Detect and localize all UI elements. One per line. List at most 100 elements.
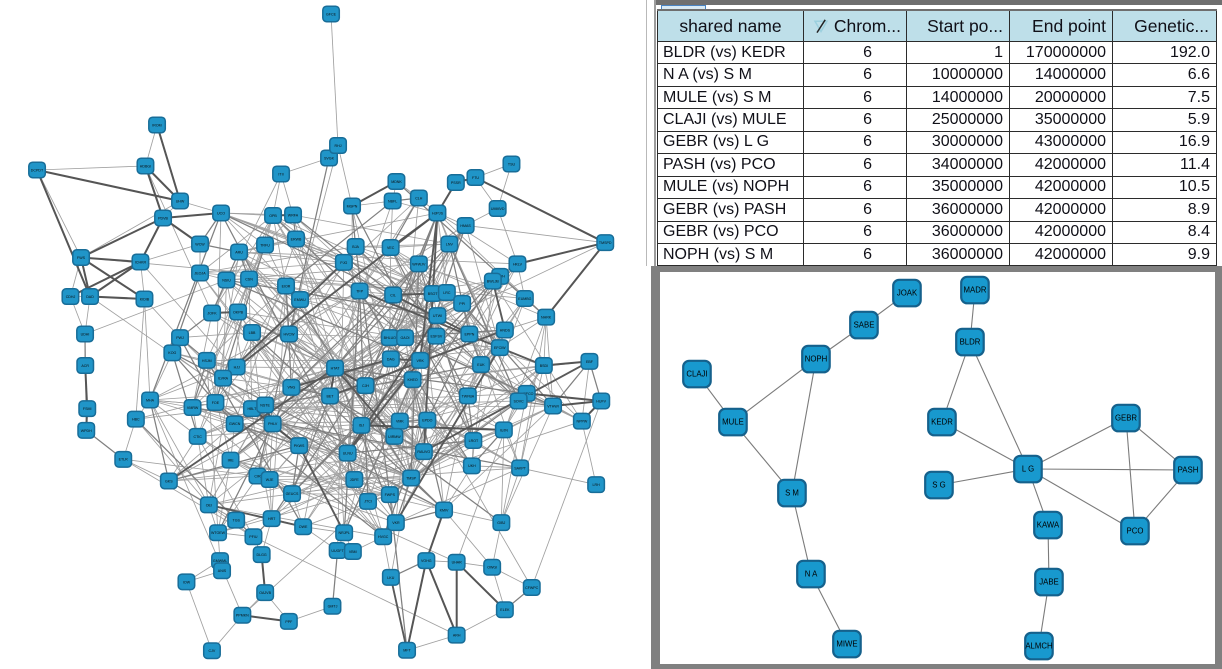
svg-text:MADR: MADR xyxy=(964,286,987,295)
svg-text:GEBR: GEBR xyxy=(1115,414,1137,423)
svg-text:FWS: FWS xyxy=(77,256,86,260)
svg-text:HMAS: HMAS xyxy=(460,224,471,228)
svg-text:BWLJB: BWLJB xyxy=(487,280,500,284)
svg-text:EUK: EUK xyxy=(477,363,485,367)
svg-text:HJPJS: HJPJS xyxy=(432,211,444,215)
svg-text:PCO: PCO xyxy=(1127,527,1144,536)
svg-text:VEC: VEC xyxy=(387,246,395,250)
svg-text:ANIS: ANIS xyxy=(218,569,227,573)
svg-text:PWJ: PWJ xyxy=(176,336,184,340)
svg-text:CIL: CIL xyxy=(390,293,396,297)
svg-text:HTAT: HTAT xyxy=(331,366,341,370)
svg-text:ISJ: ISJ xyxy=(359,424,364,428)
svg-text:HVCW: HVCW xyxy=(284,332,296,336)
svg-text:WPDH: WPDH xyxy=(81,429,92,433)
svg-text:BET: BET xyxy=(327,394,335,398)
svg-text:OWE: OWE xyxy=(299,525,308,529)
svg-text:MHA: MHA xyxy=(146,398,155,402)
svg-text:HBLT: HBLT xyxy=(247,407,257,411)
svg-text:OEI: OEI xyxy=(206,503,212,507)
svg-text:DLGG: DLGG xyxy=(257,553,267,557)
svg-text:EBF: EBF xyxy=(586,360,594,364)
svg-text:WRFA: WRFA xyxy=(288,213,299,217)
svg-text:KHEO: KHEO xyxy=(408,378,418,382)
svg-text:JOAK: JOAK xyxy=(897,289,918,298)
svg-text:ETLR: ETLR xyxy=(119,458,129,462)
svg-text:GMTJ: GMTJ xyxy=(328,605,338,609)
svg-text:EFCIW: EFCIW xyxy=(494,346,506,350)
svg-text:LROT: LROT xyxy=(469,439,479,443)
svg-text:LNV: LNV xyxy=(446,242,454,246)
svg-text:JOFK: JOFK xyxy=(207,311,217,315)
svg-text:FWPS: FWPS xyxy=(385,493,396,497)
svg-text:NPPW: NPPW xyxy=(577,420,588,424)
svg-text:VKR: VKR xyxy=(392,521,400,525)
svg-text:CSN: CSN xyxy=(245,277,253,281)
svg-text:EIOR: EIOR xyxy=(282,284,291,288)
svg-text:VBM: VBM xyxy=(349,550,357,554)
svg-text:HVGC: HVGC xyxy=(378,535,389,539)
svg-text:PPI: PPI xyxy=(459,302,465,306)
svg-text:RHJ: RHJ xyxy=(335,144,342,148)
svg-text:BSOT: BSOT xyxy=(428,292,439,296)
svg-text:PPMKN: PPMKN xyxy=(236,614,249,618)
svg-text:IRE: IRE xyxy=(228,459,235,463)
svg-text:MULE: MULE xyxy=(722,418,744,427)
svg-text:PASH: PASH xyxy=(1178,466,1199,475)
svg-text:GKS: GKS xyxy=(165,479,173,483)
svg-text:HDBGI: HDBGI xyxy=(140,164,151,168)
svg-text:WJE: WJE xyxy=(266,478,274,482)
svg-text:DAG: DAG xyxy=(387,357,395,361)
svg-text:TFP: TFP xyxy=(356,289,363,293)
svg-text:MFT: MFT xyxy=(403,649,411,653)
svg-text:ARH: ARH xyxy=(453,634,461,638)
svg-text:LBB: LBB xyxy=(249,331,256,335)
svg-text:SAKPT: SAKPT xyxy=(514,466,527,470)
svg-text:L G: L G xyxy=(1022,465,1034,474)
svg-text:CJH: CJH xyxy=(362,384,369,388)
svg-text:CIR: CIR xyxy=(254,474,261,478)
svg-text:VMK: VMK xyxy=(396,420,404,424)
svg-text:GIBJ: GIBJ xyxy=(497,521,505,525)
svg-text:ARU: ARU xyxy=(235,250,243,254)
svg-text:N A: N A xyxy=(805,570,818,579)
svg-text:LRH: LRH xyxy=(592,483,600,487)
svg-text:HUFV: HUFV xyxy=(596,399,606,403)
svg-text:CDHJ: CDHJ xyxy=(66,295,76,299)
svg-text:PKWS: PKWS xyxy=(294,444,305,448)
svg-text:HJJ: HJJ xyxy=(234,365,240,369)
svg-text:JDFE: JDFE xyxy=(350,478,360,482)
svg-text:FSMI: FSMI xyxy=(83,407,92,411)
svg-text:KIDIB: KIDIB xyxy=(140,297,150,301)
svg-text:UIRMW: UIRMW xyxy=(388,435,401,439)
svg-text:PSSR: PSSR xyxy=(451,181,461,185)
svg-text:BSDI: BSDI xyxy=(540,364,548,368)
svg-text:KMIV: KMIV xyxy=(440,508,449,512)
svg-text:SABE: SABE xyxy=(854,321,875,330)
svg-text:ULNU: ULNU xyxy=(343,452,353,456)
svg-text:UKH: UKH xyxy=(468,464,476,468)
svg-text:MIWE: MIWE xyxy=(836,640,857,649)
svg-text:WFWJV: WFWJV xyxy=(412,262,426,266)
svg-text:ALMCH: ALMCH xyxy=(1025,642,1052,651)
svg-text:VMRW: VMRW xyxy=(187,406,199,410)
svg-text:DCPDT: DCPDT xyxy=(31,168,44,172)
svg-text:SVGK: SVGK xyxy=(324,156,335,160)
svg-text:JTCI: JTCI xyxy=(364,500,372,504)
svg-text:RAUVO: RAUVO xyxy=(417,450,430,454)
svg-text:HSJM: HSJM xyxy=(202,359,212,363)
svg-text:EUMBG: EUMBG xyxy=(518,297,531,301)
svg-text:PHLV: PHLV xyxy=(268,422,278,426)
svg-text:NOPH: NOPH xyxy=(805,355,828,364)
svg-text:MDNK: MDNK xyxy=(391,180,402,184)
svg-text:HBC: HBC xyxy=(132,418,140,422)
svg-text:UHAR: UHAR xyxy=(452,561,463,565)
svg-text:GEUCS: GEUCS xyxy=(286,492,299,496)
svg-text:PFIU: PFIU xyxy=(249,535,258,539)
svg-text:NHRK: NHRK xyxy=(541,316,552,320)
svg-text:EPDO: EPDO xyxy=(422,419,432,423)
svg-text:PJG: PJG xyxy=(340,261,347,265)
svg-text:KEDR: KEDR xyxy=(931,418,953,427)
svg-text:TMSP: TMSP xyxy=(406,476,417,480)
svg-text:JABE: JABE xyxy=(1039,578,1059,587)
